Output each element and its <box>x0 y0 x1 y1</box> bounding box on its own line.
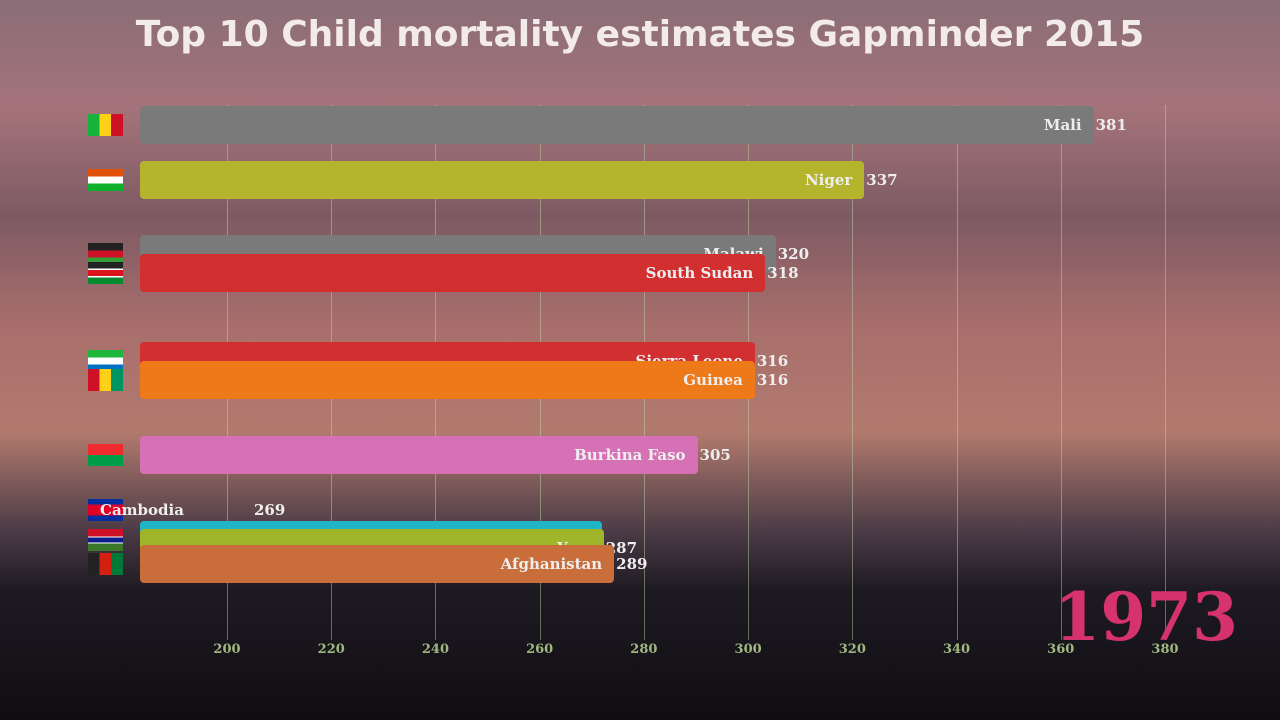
gambia-flag-icon <box>88 529 123 551</box>
bar-label-niger: Niger <box>804 171 853 189</box>
x-tick-label: 320 <box>838 642 866 657</box>
x-tick-label: 240 <box>421 642 450 657</box>
mali-flag-icon <box>88 114 123 136</box>
bar-label-mali: Mali <box>1043 116 1082 134</box>
bar-label-south-sudan: South Sudan <box>645 264 754 282</box>
bar-value-sierra-leone: 316 <box>756 352 789 370</box>
bar-burkina-faso <box>140 436 698 474</box>
burkina-faso-flag-icon <box>88 444 123 466</box>
bar-value-burkina-faso: 305 <box>699 446 731 464</box>
bar-value-malawi: 320 <box>777 245 810 263</box>
niger-flag-icon <box>88 169 123 191</box>
gridline <box>956 105 958 640</box>
x-tick-label: 200 <box>213 642 241 657</box>
x-tick-label: 220 <box>317 642 345 657</box>
bar-label-guinea: Guinea <box>683 371 743 389</box>
x-tick-label: 360 <box>1047 642 1075 657</box>
year-label: 1973 <box>1054 578 1238 656</box>
bar-value-guinea: 316 <box>756 371 789 389</box>
gridline <box>1060 105 1062 640</box>
bar-value-cambodia: 269 <box>254 501 286 519</box>
bar-value-mali: 381 <box>1095 116 1127 134</box>
bar-label-afghanistan: Afghanistan <box>500 555 603 573</box>
sierra-leone-flag-icon <box>88 350 123 372</box>
x-tick-label: 300 <box>734 642 762 657</box>
chart-title: Top 10 Child mortality estimates Gapmind… <box>135 14 1145 55</box>
south-sudan-flag-icon <box>88 262 123 284</box>
x-tick-label: 260 <box>526 642 554 657</box>
bar-afghanistan <box>140 545 615 583</box>
guinea-flag-icon <box>88 369 123 391</box>
bar-value-afghanistan: 289 <box>616 555 648 573</box>
bar-mali <box>140 106 1094 144</box>
bar-label-burkina-faso: Burkina Faso <box>574 446 686 464</box>
bar-niger <box>140 161 865 199</box>
bar-value-niger: 337 <box>866 171 898 189</box>
gridline <box>852 105 854 640</box>
bar-south-sudan <box>140 254 766 292</box>
malawi-flag-icon <box>88 243 123 265</box>
bar-value-south-sudan: 318 <box>767 264 799 282</box>
x-tick-label: 280 <box>630 642 658 657</box>
gridline <box>1164 105 1166 640</box>
afghanistan-flag-icon <box>88 553 123 575</box>
x-tick-label: 380 <box>1151 642 1179 657</box>
bar-label-cambodia: Cambodia <box>100 501 184 519</box>
x-tick-label: 340 <box>942 642 971 657</box>
bar-guinea <box>140 361 755 399</box>
cambodia-flag-icon <box>88 499 123 521</box>
